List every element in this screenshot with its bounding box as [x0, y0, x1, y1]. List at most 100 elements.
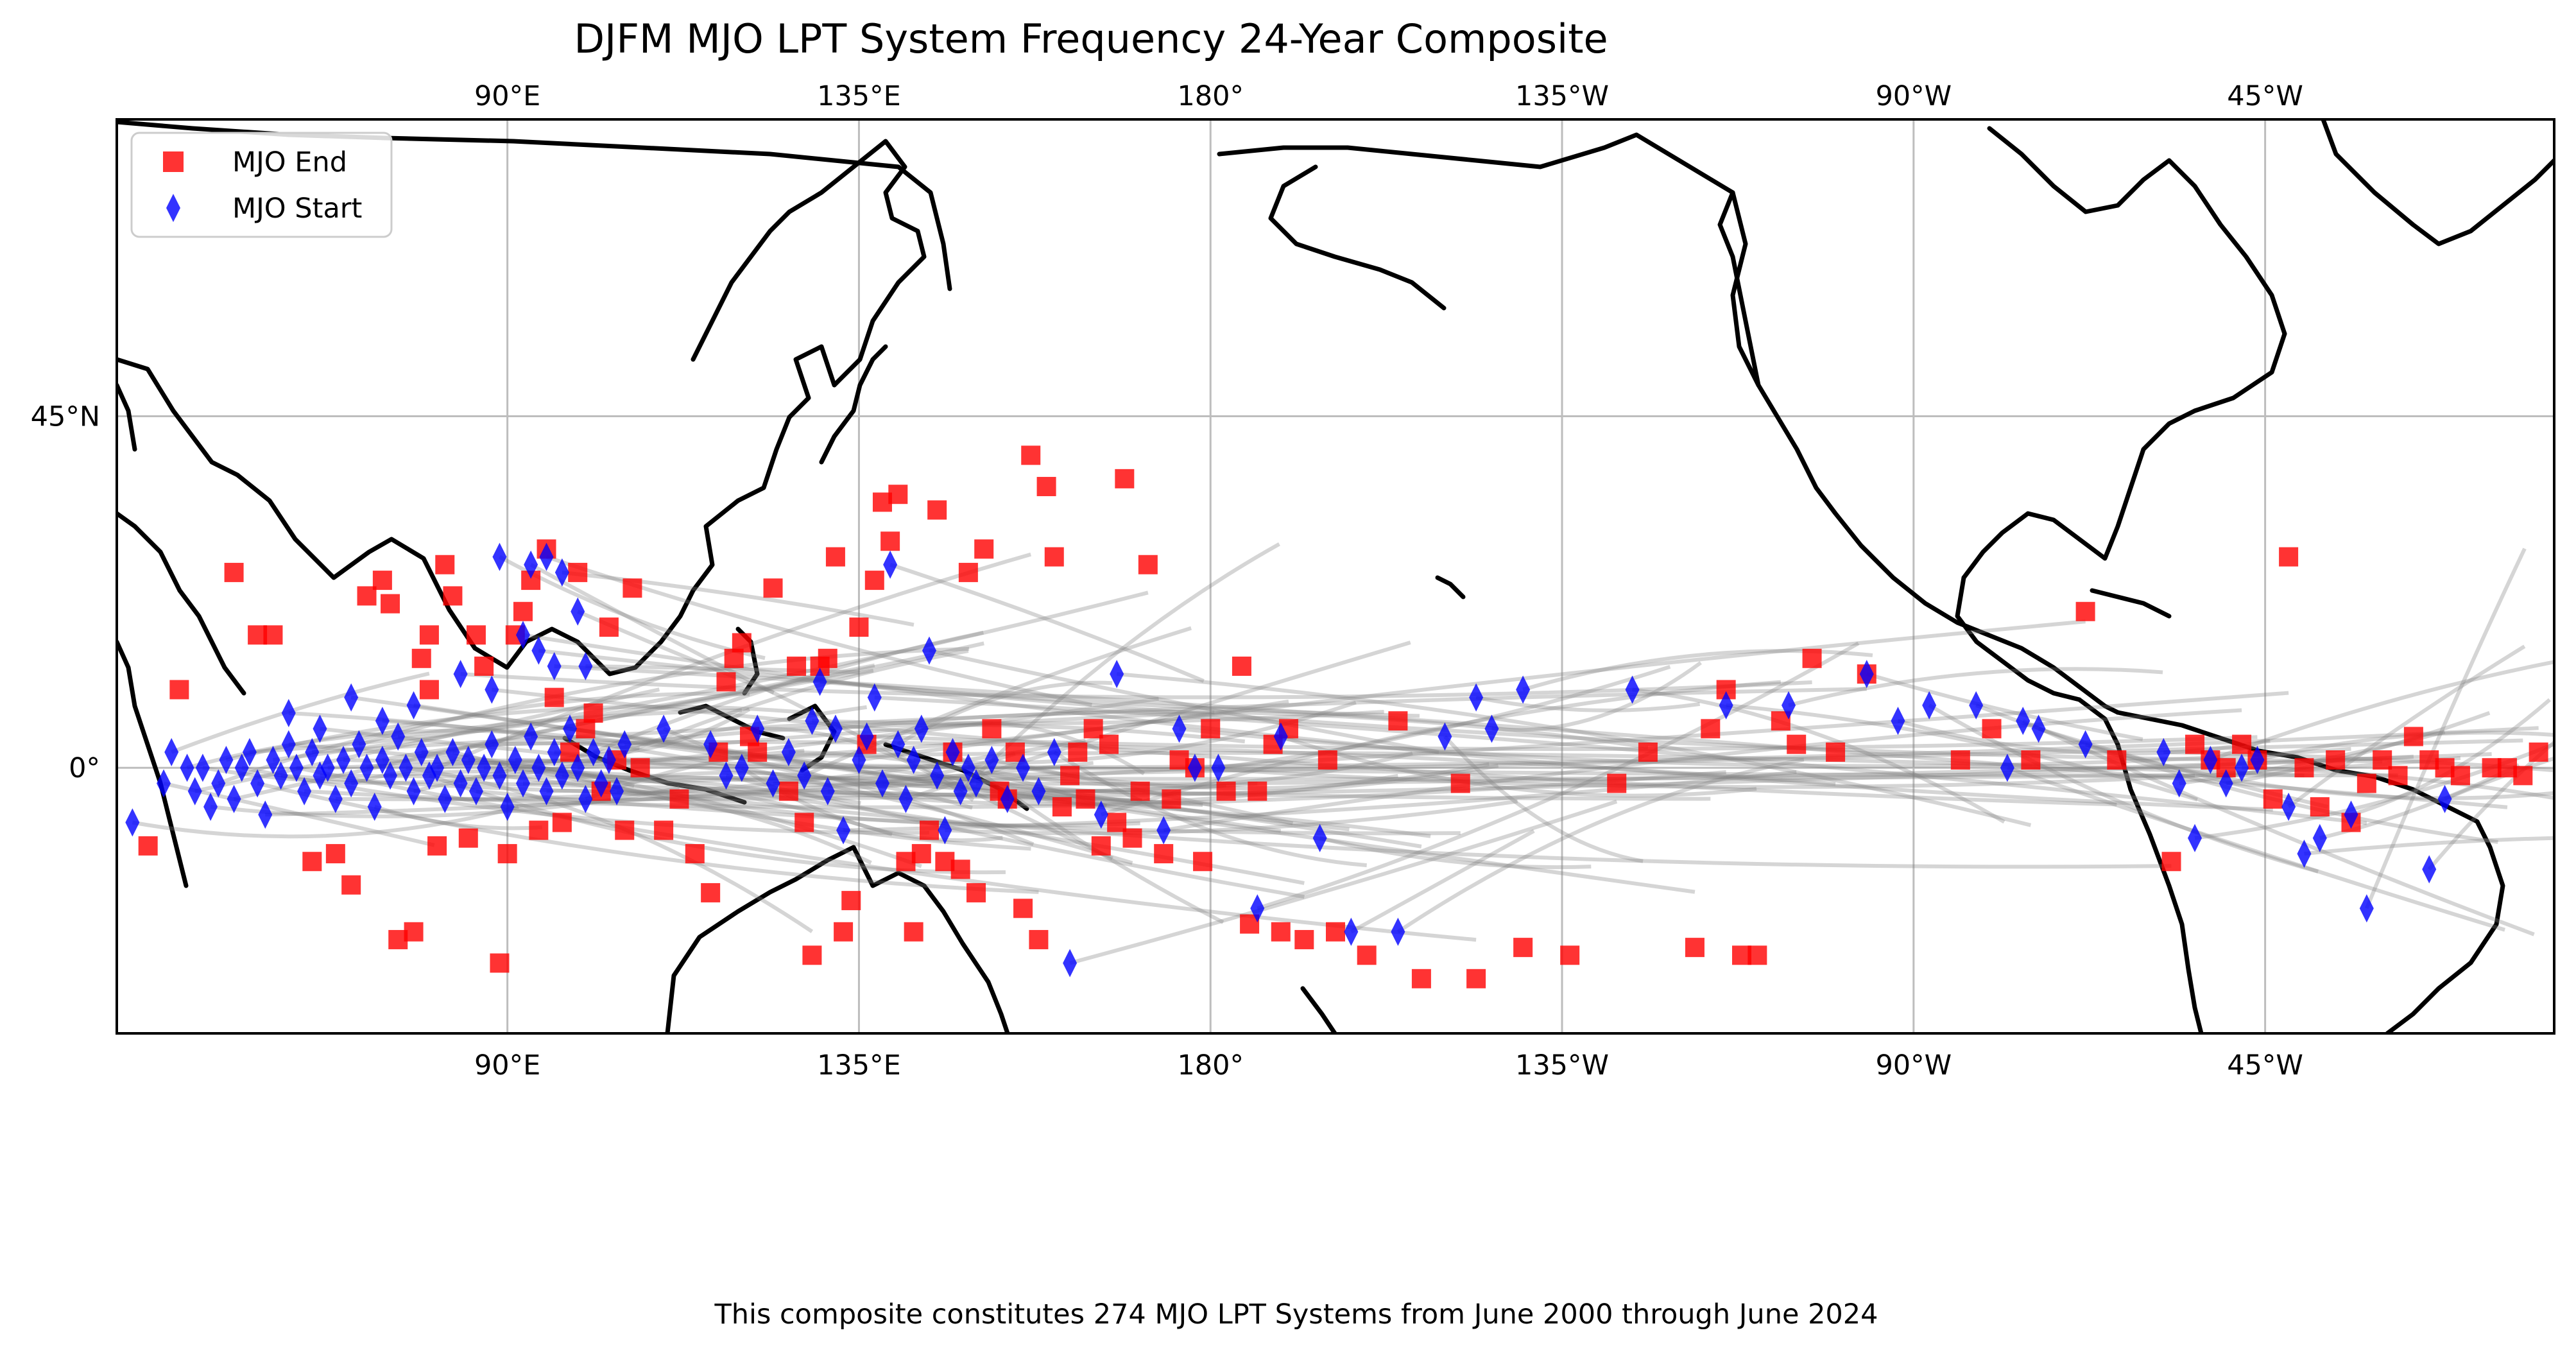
mjo-start-marker [336, 746, 351, 775]
lpt-track [1975, 703, 2498, 844]
mjo-start-marker [1484, 714, 1499, 743]
mjo-start-marker [547, 651, 562, 680]
mjo-end-marker [529, 820, 549, 840]
mjo-start-marker [859, 722, 874, 751]
lon-tick-label-bottom: 135°W [1515, 1049, 1609, 1082]
mjo-end-marker [982, 719, 1002, 739]
mjo-start-marker [797, 761, 812, 790]
mjo-start-marker [320, 754, 335, 782]
lpt-track [132, 805, 519, 839]
lpt-track [1194, 756, 2461, 789]
lpt-track [601, 770, 973, 810]
lpt-track [2006, 766, 2506, 932]
mjo-end-marker [1950, 750, 1970, 770]
mjo-end-marker [1122, 828, 1142, 848]
mjo-end-marker [864, 571, 884, 590]
mjo-start-marker [984, 746, 999, 775]
mjo-start-marker [2297, 840, 2312, 868]
mjo-start-marker [367, 793, 382, 822]
lpt-track [725, 773, 1305, 899]
mjo-end-marker [920, 820, 939, 840]
mjo-start-marker [157, 769, 171, 798]
lpt-track [959, 542, 1280, 793]
mjo-end-marker [1513, 938, 1533, 958]
mjo-end-marker [1036, 477, 1056, 497]
lpt-track [320, 773, 2195, 781]
mjo-end-marker [958, 562, 978, 582]
lpt-track [1069, 799, 1618, 965]
mjo-start-marker [359, 754, 374, 782]
mjo-end-marker [381, 594, 400, 614]
mjo-end-marker [497, 844, 517, 864]
mjo-start-marker [2359, 894, 2374, 923]
lpt-track [546, 789, 872, 865]
mjo-end-marker [787, 656, 807, 676]
legend-entries: MJO End MJO Start [163, 146, 362, 225]
mjo-start-marker [289, 754, 304, 782]
mjo-start-marker [227, 784, 241, 813]
mjo-start-marker [1187, 754, 1202, 782]
mjo-end-marker [1826, 742, 1846, 762]
mjo-start-marker [601, 746, 616, 775]
mjo-start-marker [875, 769, 889, 798]
lpt-track [1396, 757, 1805, 934]
mjo-end-marker [1138, 555, 1158, 574]
mjo-end-marker [904, 922, 923, 942]
mjo-start-marker [586, 737, 601, 766]
lpt-track [492, 740, 1836, 786]
lpt-track [382, 719, 1422, 849]
mjo-end-marker [841, 891, 861, 911]
mjo-start-marker [438, 784, 452, 813]
lpt-track [968, 751, 1413, 788]
mjo-start-marker [531, 636, 546, 665]
mjo-end-marker [169, 680, 189, 700]
mjo-start-marker [594, 769, 608, 798]
mjo-end-marker [1318, 750, 1337, 770]
mjo-start-marker [820, 777, 835, 806]
mjo-start-marker [352, 730, 366, 759]
mjo-start-marker [563, 714, 578, 743]
legend-box [130, 132, 393, 238]
mjo-end-marker [1326, 922, 1345, 942]
mjo-start-marker [203, 793, 218, 822]
mjo-start-marker [516, 769, 530, 798]
lpt-track [951, 750, 1224, 924]
lpt-track [1866, 672, 2143, 741]
legend-diamond-marker [166, 194, 180, 222]
mjo-start-marker [445, 737, 460, 766]
mjo-end-marker [2021, 750, 2041, 770]
lpt-track [522, 738, 2523, 786]
mjo-start-marker [578, 651, 593, 680]
mjo-end-marker [2107, 750, 2127, 770]
mjo-start-marker [852, 746, 866, 775]
lpt-track [562, 570, 914, 627]
lpt-track [1491, 661, 1703, 732]
lpt-track [2287, 644, 2526, 809]
mjo-start-marker [969, 769, 984, 798]
lpt-track [2444, 756, 2554, 801]
lpt-track [529, 563, 1113, 861]
lpt-track [499, 773, 2172, 869]
mjo-end-marker [825, 547, 845, 567]
mjo-start-marker [891, 730, 906, 759]
mjo-end-marker [552, 813, 572, 832]
mjo-end-marker [1607, 773, 1627, 793]
mjo-end-marker [1091, 836, 1111, 856]
mjo-start-marker [906, 746, 921, 775]
mjo-end-marker [1216, 781, 1236, 801]
mjo-start-marker [578, 784, 593, 813]
mjo-end-marker [1271, 922, 1291, 942]
mjo-start-marker [657, 714, 671, 743]
lpt-track [2242, 766, 2554, 800]
mjo-end-marker [2450, 766, 2470, 786]
mjo-start-marker [554, 761, 569, 790]
mjo-start-marker [2281, 793, 2296, 822]
mjo-start-marker [1859, 660, 1874, 689]
mjo-end-marker [2403, 727, 2423, 746]
mjo-end-marker [880, 531, 900, 551]
mjo-start-marker [571, 597, 585, 626]
mjo-start-marker [2422, 855, 2437, 884]
mjo-start-marker [430, 754, 445, 782]
mjo-end-marker [849, 617, 869, 637]
mjo-start-marker [344, 683, 359, 712]
